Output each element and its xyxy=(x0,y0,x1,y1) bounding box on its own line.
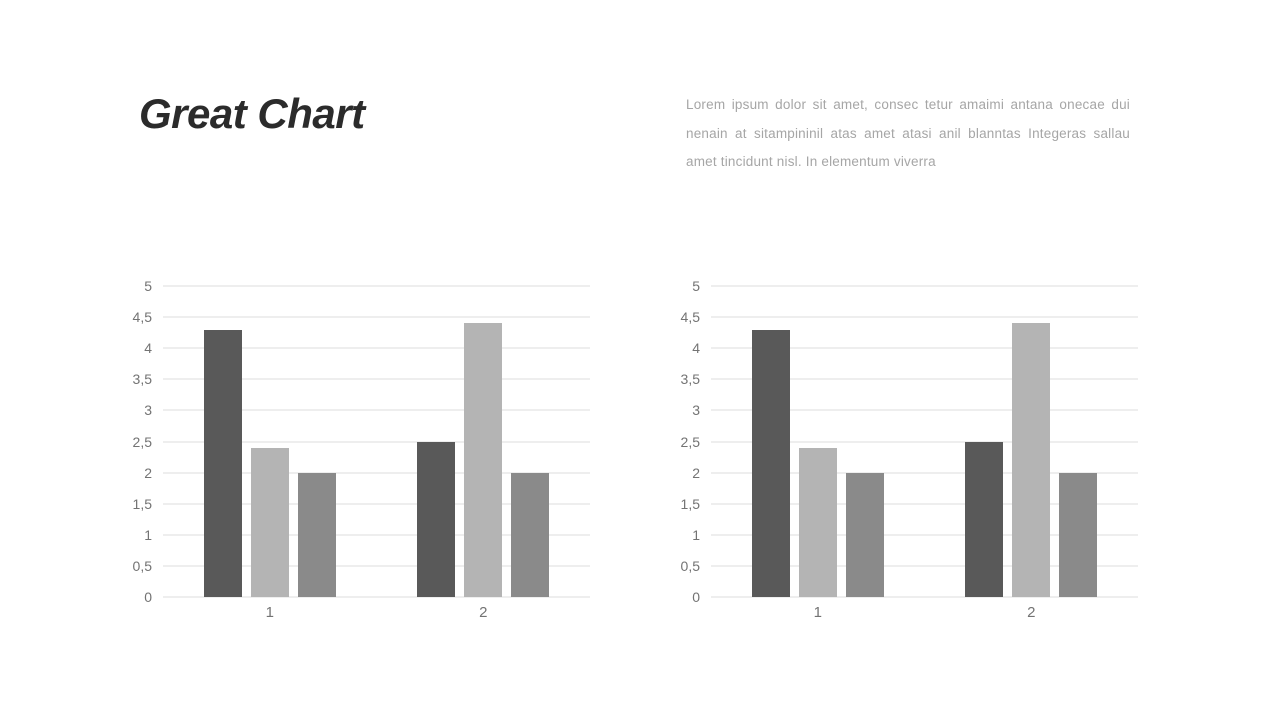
y-axis-tick-label: 0 xyxy=(692,589,700,605)
gridline xyxy=(163,596,590,598)
gridline xyxy=(711,596,1138,598)
category-group-2 xyxy=(925,286,1139,597)
gridline xyxy=(163,316,590,318)
x-axis-category-label: 2 xyxy=(479,604,488,621)
bar-row xyxy=(163,286,590,597)
x-axis-category-label: 2 xyxy=(1027,604,1036,621)
gridline xyxy=(163,472,590,474)
bar-series-1-category-1 xyxy=(203,329,242,597)
gridline xyxy=(711,347,1138,349)
bar-series-3-category-2 xyxy=(1059,472,1098,597)
bar-series-2-category-1 xyxy=(798,447,837,597)
gridline xyxy=(711,441,1138,442)
category-group-1 xyxy=(163,286,377,597)
gridline xyxy=(163,565,590,567)
y-axis-tick-label: 0,5 xyxy=(680,557,700,574)
y-axis-tick-label: 4 xyxy=(144,340,152,357)
y-axis-tick-label: 2 xyxy=(692,464,700,481)
gridline xyxy=(163,503,590,505)
bar-series-2-category-2 xyxy=(464,323,503,597)
bar-series-1-category-1 xyxy=(751,329,790,597)
y-axis-tick-label: 2,5 xyxy=(132,433,152,450)
y-axis-tick-label: 3,5 xyxy=(132,371,152,388)
body-text-line: amet tincidunt nisl. In elementum viverr… xyxy=(686,154,936,169)
gridline xyxy=(711,409,1138,411)
y-axis-tick-label: 1 xyxy=(144,526,152,543)
gridline xyxy=(711,285,1138,287)
gridline xyxy=(711,503,1138,505)
x-axis-category-label: 1 xyxy=(813,604,822,621)
y-axis-tick-label: 0 xyxy=(144,589,152,605)
x-axis-category-label: 1 xyxy=(265,604,274,621)
body-text-line: nenain at sitampininil atas amet atasi a… xyxy=(686,125,1130,141)
gridline xyxy=(163,347,590,349)
gridline xyxy=(711,534,1138,536)
gridline xyxy=(163,285,590,287)
gridline xyxy=(711,316,1138,318)
bar-series-3-category-1 xyxy=(297,472,336,597)
y-axis-tick-label: 2,5 xyxy=(680,433,700,450)
bar-series-1-category-2 xyxy=(417,441,456,597)
y-axis-tick-label: 0,5 xyxy=(132,557,152,574)
y-axis-tick-label: 3 xyxy=(144,402,152,419)
category-group-1 xyxy=(711,286,925,597)
bar-series-1-category-2 xyxy=(965,441,1004,597)
bar-series-2-category-2 xyxy=(1012,323,1051,597)
y-axis-tick-label: 5 xyxy=(144,278,152,294)
y-axis-tick-label: 2 xyxy=(144,464,152,481)
gridline xyxy=(711,378,1138,380)
page-title: Great Chart xyxy=(139,90,365,137)
bar-series-2-category-1 xyxy=(250,447,289,597)
y-axis-tick-label: 1,5 xyxy=(680,495,700,512)
bar-series-3-category-1 xyxy=(845,472,884,597)
y-axis-tick-label: 1,5 xyxy=(132,495,152,512)
gridline xyxy=(163,378,590,380)
category-group-2 xyxy=(377,286,591,597)
body-text-line: Lorem ipsum dolor sit amet, consec tetur… xyxy=(686,97,1130,112)
plot-area: 0 0,5 1 1,5 2 2,5 3 3,5 4 4,5 5 xyxy=(133,279,590,604)
gridline xyxy=(711,565,1138,567)
y-axis-tick-label: 4 xyxy=(692,340,700,357)
y-axis-tick-label: 4,5 xyxy=(680,309,700,326)
plot-area: 0 0,5 1 1,5 2 2,5 3 3,5 4 4,5 5 xyxy=(681,279,1138,604)
gridline xyxy=(163,409,590,411)
gridline xyxy=(711,472,1138,474)
y-axis-tick-label: 3 xyxy=(692,402,700,419)
y-axis-tick-label: 4,5 xyxy=(132,309,152,326)
y-axis-tick-label: 5 xyxy=(692,278,700,294)
y-axis-tick-label: 1 xyxy=(692,526,700,543)
gridline xyxy=(163,441,590,442)
bar-row xyxy=(711,286,1138,597)
gridline xyxy=(163,534,590,536)
y-axis-tick-label: 3,5 xyxy=(680,371,700,388)
body-text: Lorem ipsum dolor sit amet, consec tetur… xyxy=(686,91,1130,177)
bar-series-3-category-2 xyxy=(511,472,550,597)
